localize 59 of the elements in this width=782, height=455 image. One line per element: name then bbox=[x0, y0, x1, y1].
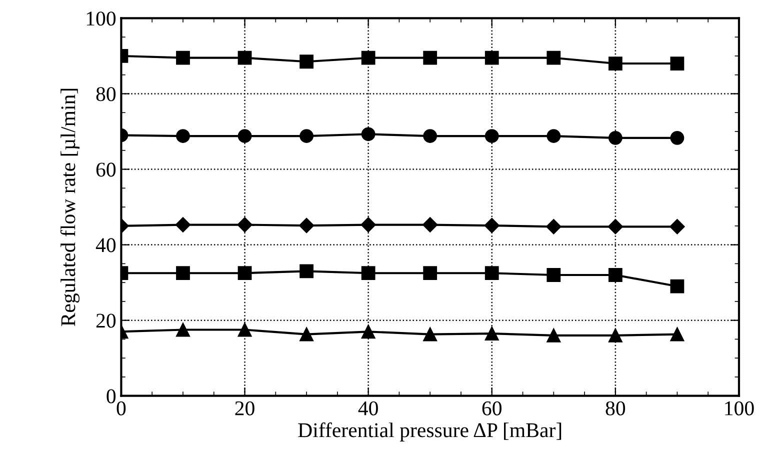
y-tick-label: 40 bbox=[96, 238, 116, 252]
point bbox=[176, 50, 190, 65]
point bbox=[484, 218, 500, 234]
x-tick-label: 40 bbox=[358, 401, 378, 416]
x-tick-label: 100 bbox=[725, 401, 754, 416]
point bbox=[361, 127, 376, 142]
point bbox=[176, 129, 190, 143]
point bbox=[300, 54, 314, 69]
point bbox=[176, 322, 190, 337]
point bbox=[484, 266, 499, 280]
x-axis-title: Differential pressure ΔP [mBar] bbox=[298, 422, 562, 442]
point bbox=[423, 266, 438, 280]
point bbox=[608, 56, 622, 70]
point bbox=[670, 130, 684, 145]
point bbox=[608, 219, 624, 234]
point bbox=[300, 264, 314, 278]
point bbox=[300, 129, 314, 143]
point bbox=[238, 50, 252, 65]
point bbox=[546, 268, 561, 282]
point bbox=[484, 50, 499, 65]
y-tick-label: 0 bbox=[106, 389, 116, 404]
point bbox=[546, 219, 562, 234]
point bbox=[670, 279, 684, 294]
x-tick-label: 0 bbox=[116, 401, 126, 416]
point bbox=[670, 327, 684, 342]
point bbox=[238, 129, 252, 143]
point bbox=[546, 50, 561, 65]
x-tick-label: 60 bbox=[482, 401, 502, 416]
y-tick-label: 20 bbox=[96, 314, 116, 328]
y-tick-label: 100 bbox=[86, 12, 116, 26]
y-tick-label: 60 bbox=[96, 162, 116, 177]
point bbox=[670, 219, 685, 234]
point bbox=[300, 327, 314, 342]
point bbox=[360, 217, 376, 232]
y-tick-label: 80 bbox=[96, 87, 116, 102]
point bbox=[608, 130, 622, 145]
point bbox=[484, 326, 499, 340]
point bbox=[175, 217, 191, 232]
x-tick-label: 80 bbox=[606, 401, 626, 416]
point bbox=[670, 56, 684, 70]
point bbox=[237, 217, 252, 232]
point bbox=[608, 328, 622, 342]
point bbox=[361, 266, 376, 280]
point bbox=[546, 328, 561, 342]
point bbox=[238, 266, 252, 280]
point bbox=[361, 50, 376, 65]
point bbox=[238, 322, 252, 337]
point bbox=[423, 129, 438, 143]
point bbox=[423, 50, 438, 65]
point bbox=[423, 327, 438, 342]
point bbox=[546, 129, 561, 143]
point bbox=[298, 218, 314, 234]
point bbox=[608, 268, 622, 282]
point bbox=[422, 217, 438, 232]
point bbox=[361, 324, 376, 339]
x-tick-label: 20 bbox=[235, 401, 254, 416]
point bbox=[484, 129, 499, 143]
point bbox=[176, 266, 190, 280]
y-axis-title: Regulated flow rate [µl/min] bbox=[60, 88, 80, 326]
